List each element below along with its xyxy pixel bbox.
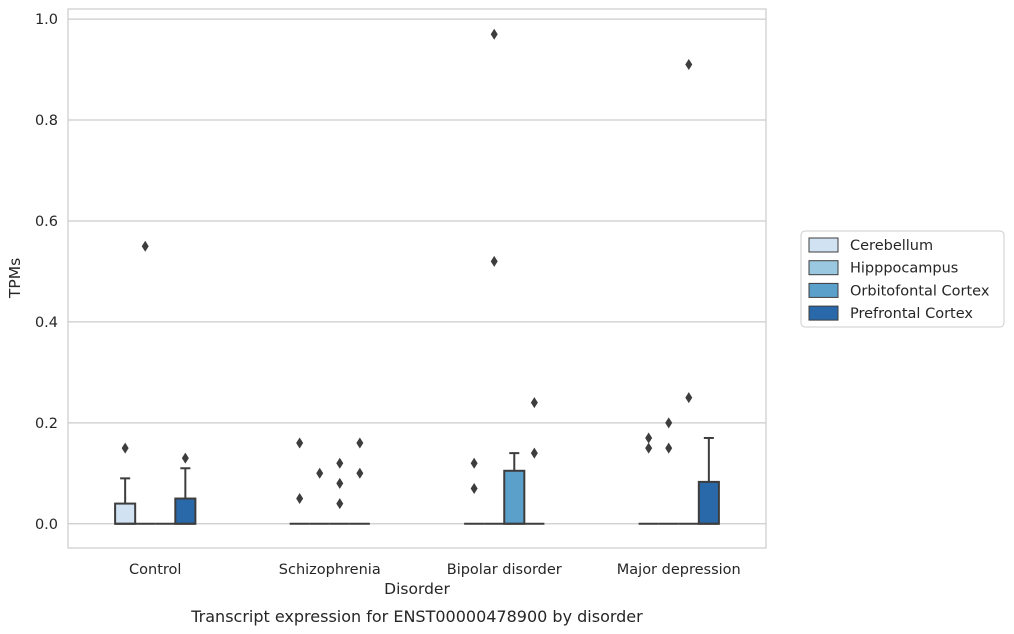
y-axis-ticks: 0.0 0.2 0.4 0.6 0.8 1.0 [35, 12, 58, 533]
legend-swatch [808, 282, 839, 298]
outlier-point [530, 397, 538, 409]
box-cerebellum-0 [114, 477, 137, 525]
x-tick-label: Major depression [617, 562, 741, 578]
x-axis-ticks: Control Schizophrenia Bipolar disorder Majo… [129, 562, 741, 578]
legend-label: Orbitofontal Cortex [850, 283, 990, 299]
x-tick-label: Bipolar disorder [447, 562, 562, 578]
plot-area-frame [67, 8, 767, 549]
outlier-point [181, 452, 189, 464]
outlier-point [685, 59, 693, 71]
grid-lines [68, 18, 766, 525]
x-tick-label: Schizophrenia [279, 562, 381, 578]
outlier-point [665, 442, 673, 454]
legend-swatch [808, 237, 839, 253]
x-tick-label: Control [129, 562, 181, 578]
legend-label: Prefrontal Cortex [850, 306, 973, 322]
outlier-point [490, 255, 498, 267]
y-tick-label: 1.0 [35, 12, 58, 28]
outlier-point [665, 417, 673, 429]
outlier-point [296, 493, 304, 505]
box-body [114, 502, 137, 525]
y-tick-label: 0.6 [35, 214, 58, 230]
outlier-point [490, 28, 498, 40]
box-body [697, 480, 720, 525]
outlier-point [296, 437, 304, 449]
outlier-point [530, 447, 538, 459]
box-prefrontal-cortex-0 [174, 467, 197, 525]
box-prefrontal-cortex-3 [697, 436, 720, 525]
chart-caption: Transcript expression for ENST0000047890… [190, 607, 643, 626]
outlier-point [356, 467, 364, 479]
y-tick-label: 0.0 [35, 517, 58, 533]
outlier-point [336, 498, 344, 510]
boxes [114, 436, 720, 525]
legend: Cerebellum Hipppocampus Orbitofontal Corte… [800, 230, 1005, 328]
outlier-point [685, 392, 693, 404]
outlier-point [645, 432, 653, 444]
y-axis-label: TPMs [6, 258, 24, 299]
legend-label: Hipppocampus [850, 261, 958, 277]
outlier-point [470, 457, 478, 469]
y-tick-label: 0.4 [35, 315, 58, 331]
outlier-point [336, 457, 344, 469]
outliers [121, 28, 693, 510]
outlier-point [336, 477, 344, 489]
outlier-point [645, 442, 653, 454]
outlier-point [470, 482, 478, 494]
y-tick-label: 0.8 [35, 113, 58, 129]
box-body [174, 497, 197, 525]
outlier-point [316, 467, 324, 479]
outlier-point [141, 240, 149, 252]
box-body [503, 469, 526, 525]
legend-label: Cerebellum [850, 238, 933, 254]
legend-swatch [808, 260, 839, 276]
x-axis-label: Disorder [384, 580, 450, 598]
y-tick-label: 0.2 [35, 416, 58, 432]
legend-swatch [808, 305, 839, 321]
outlier-point [121, 442, 129, 454]
box-orbitofontal-cortex-2 [503, 452, 526, 525]
outlier-point [356, 437, 364, 449]
legend-frame [800, 230, 1005, 328]
